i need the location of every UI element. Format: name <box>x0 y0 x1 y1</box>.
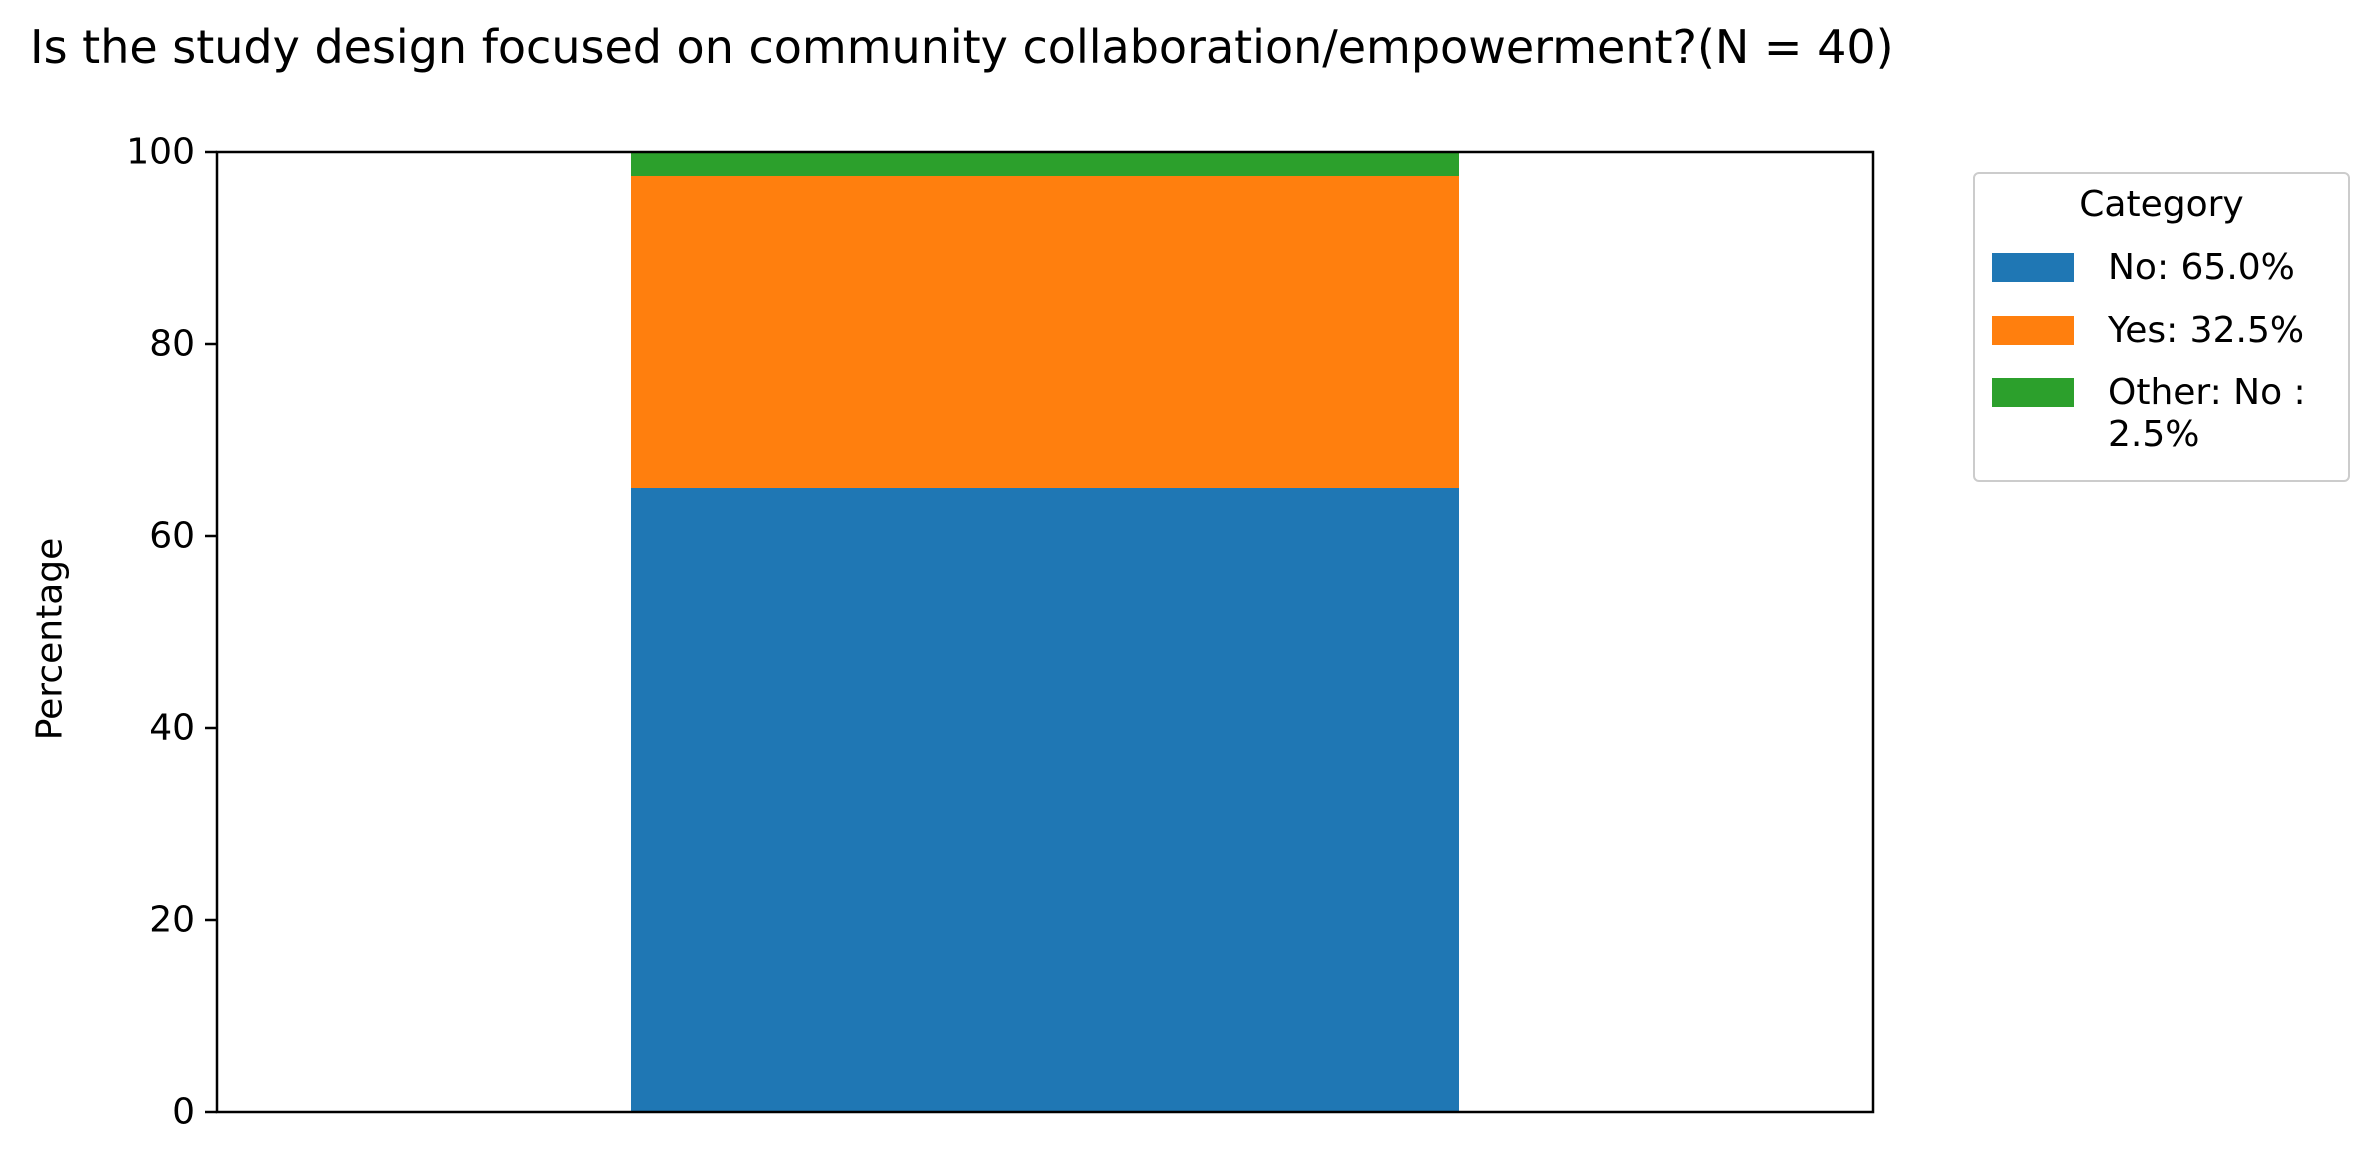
legend-swatch-no <box>1992 253 2074 282</box>
chart-title: Is the study design focused on community… <box>30 20 1894 74</box>
legend-label-other: Other: No : 2.5% <box>2108 372 2306 455</box>
legend-item-yes: Yes: 32.5% <box>1992 310 2304 352</box>
legend-swatch-yes <box>1992 316 2074 345</box>
legend-label-no: No: 65.0% <box>2108 247 2295 288</box>
y-tick-label-0: 0 <box>172 1092 195 1133</box>
bars-layer <box>631 152 1459 1112</box>
bar-segment-0 <box>631 488 1459 1112</box>
legend-swatch-other <box>1992 378 2074 407</box>
legend-title: Category <box>2079 184 2244 225</box>
legend-label-yes: Yes: 32.5% <box>2108 310 2305 351</box>
legend-item-other: Other: No : 2.5% <box>1992 372 2338 456</box>
legend: Category No: 65.0% Yes: 32.5% Other: No … <box>1973 172 2350 482</box>
bar-segment-2 <box>631 152 1459 176</box>
axes-frame <box>215 150 1875 1114</box>
y-tick-label-3: 60 <box>149 516 195 557</box>
y-tick-label-5: 100 <box>126 132 195 173</box>
y-tick-label-2: 40 <box>149 708 195 749</box>
legend-item-no: No: 65.0% <box>1992 247 2295 289</box>
y-tick-label-4: 80 <box>149 324 195 365</box>
bar-segment-1 <box>631 176 1459 488</box>
y-axis-ticks: 0 20 40 60 80 100 <box>126 132 217 1133</box>
y-tick-label-1: 20 <box>149 900 195 941</box>
